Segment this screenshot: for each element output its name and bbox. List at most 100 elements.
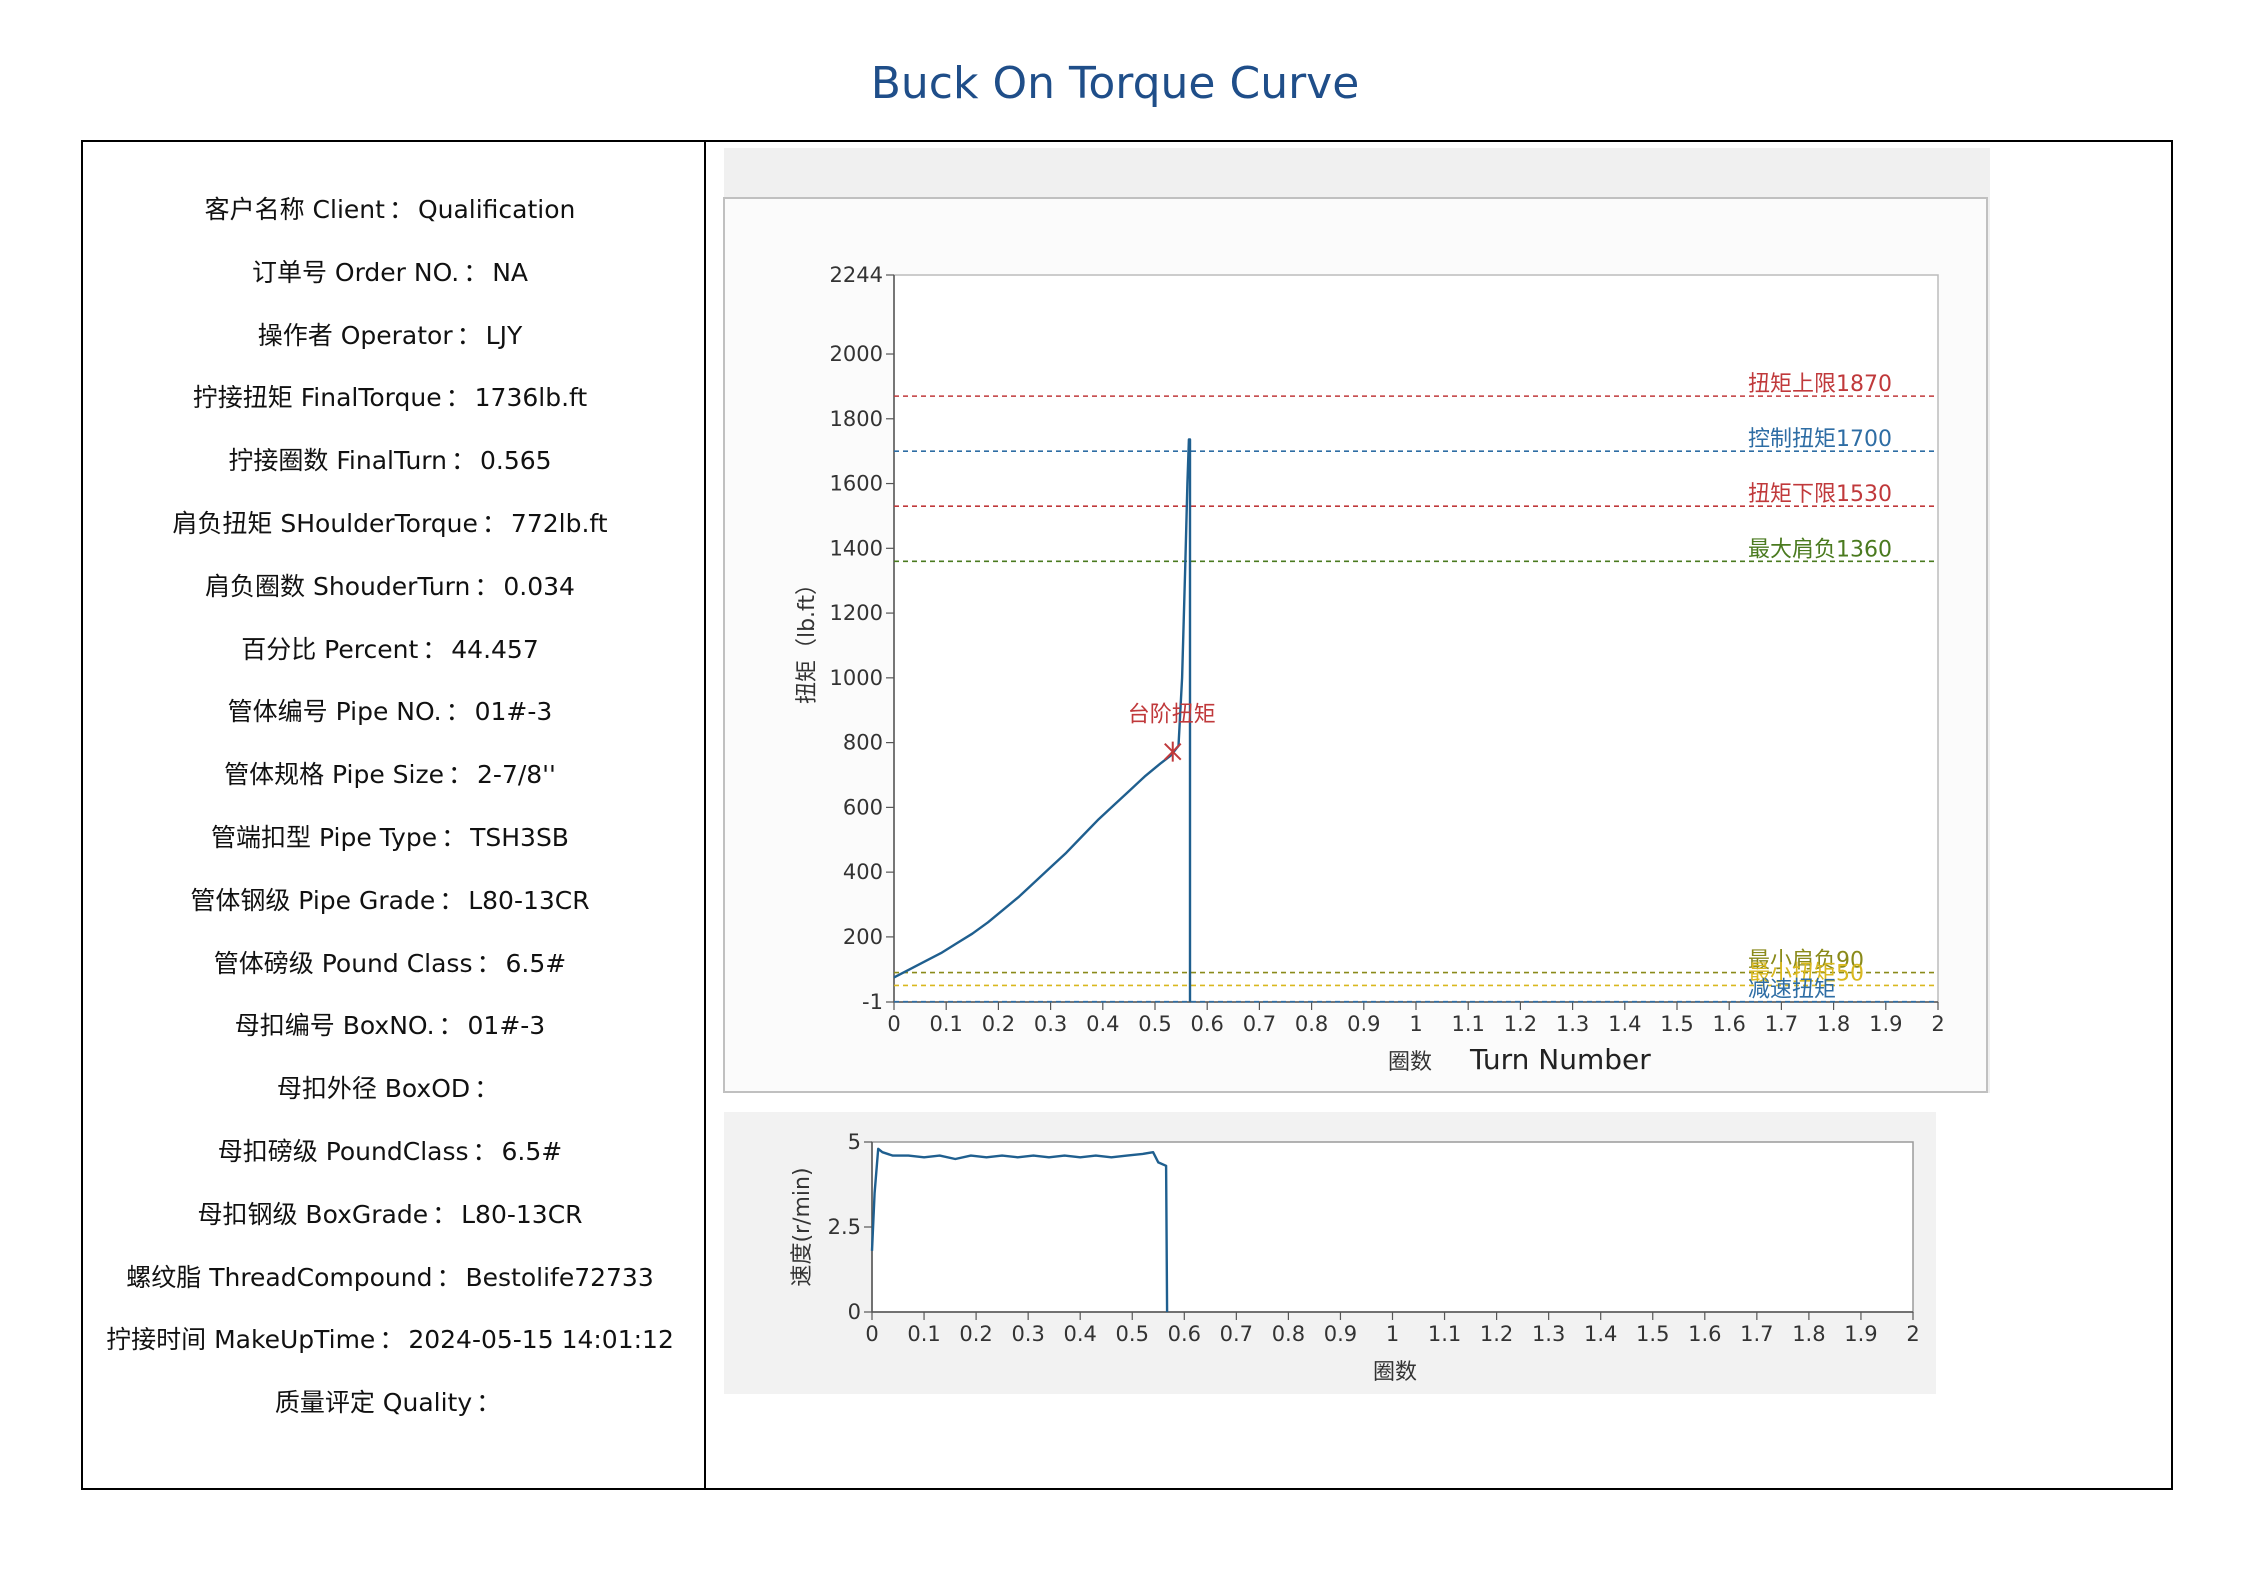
info-label: 母扣编号 BoxNO. <box>234 1011 435 1041</box>
x-tick-label: 1.7 <box>1765 1012 1798 1036</box>
x-tick-label: 0.5 <box>1116 1322 1149 1346</box>
x-tick-label: 1.7 <box>1740 1322 1773 1346</box>
x-tick-label: 0.7 <box>1243 1012 1276 1036</box>
info-label: 百分比 Percent <box>241 634 419 664</box>
x-tick-label: 0.4 <box>1063 1322 1096 1346</box>
info-separator: ： <box>388 195 414 224</box>
x-tick-label: 0.9 <box>1347 1012 1380 1036</box>
x-tick-label: 1.4 <box>1584 1322 1617 1346</box>
x-tick-label: 1.9 <box>1869 1012 1902 1036</box>
y-axis-label: 扭矩（lb.ft） <box>795 573 820 704</box>
info-value: 0.034 <box>503 571 575 601</box>
info-value: LJY <box>485 320 523 350</box>
info-row: 管体编号 Pipe NO.： 01#-3 <box>90 692 690 732</box>
info-row: 操作者 Operator： LJY <box>90 316 690 356</box>
info-row: 母扣编号 BoxNO.： 01#-3 <box>90 1006 690 1046</box>
info-value: 6.5# <box>501 1137 563 1166</box>
info-separator: ： <box>432 1199 458 1229</box>
y-tick-label: 200 <box>843 925 883 949</box>
info-separator: ： <box>445 697 471 727</box>
info-row: 肩负扭矩 SHoulderTorque： 772lb.ft <box>90 504 690 544</box>
reference-line-label: 扭矩上限1870 <box>1748 372 1892 397</box>
info-value: 6.5# <box>505 948 567 978</box>
info-separator: ： <box>438 1011 464 1041</box>
info-label: 客户名称 Client <box>204 195 385 224</box>
info-value: 01#-3 <box>474 697 553 727</box>
x-axis-label: 圈数 <box>1373 1360 1417 1385</box>
info-separator: ： <box>463 257 489 287</box>
reference-line-label: 减速扭矩 <box>1748 978 1836 1003</box>
y-tick-label: 400 <box>843 860 883 884</box>
info-row: 拧接圈数 FinalTurn： 0.565 <box>90 441 690 481</box>
info-separator: ： <box>456 320 482 350</box>
x-tick-label: 1.4 <box>1608 1012 1641 1036</box>
info-separator: ： <box>474 1074 500 1104</box>
info-label: 订单号 Order NO. <box>251 257 460 287</box>
x-tick-label: 0.8 <box>1295 1012 1328 1036</box>
reference-line-label: 最小扭矩50 <box>1748 961 1864 986</box>
x-tick-label: 0.3 <box>1034 1012 1067 1036</box>
y-tick-label: 0 <box>848 1300 861 1324</box>
info-row: 管体磅级 Pound Class： 6.5# <box>90 944 690 984</box>
info-row: 管端扣型 Pipe Type： TSH3SB <box>90 818 690 858</box>
info-row: 螺纹脂 ThreadCompound： Bestolife72733 <box>90 1258 690 1298</box>
annotation-label: 台阶扭矩 <box>1128 703 1216 728</box>
info-label: 肩负扭矩 SHoulderTorque <box>172 509 478 538</box>
info-row: 百分比 Percent： 44.457 <box>90 630 690 670</box>
info-separator: ： <box>448 760 474 790</box>
x-tick-label: 1.2 <box>1480 1322 1513 1346</box>
x-tick-label: 0 <box>865 1322 878 1346</box>
y-tick-label: 800 <box>843 731 883 755</box>
annotation-marker <box>1164 741 1182 762</box>
info-separator: ： <box>481 509 507 538</box>
plot-area <box>871 1141 1914 1313</box>
info-separator: ： <box>379 1325 405 1355</box>
info-value: 2024-05-15 14:01:12 <box>408 1325 674 1355</box>
y-tick-label: 1400 <box>830 536 883 560</box>
y-tick-label: 2.5 <box>828 1215 861 1239</box>
info-label: 肩负圈数 ShouderTurn <box>205 571 471 601</box>
x-tick-label: 1.3 <box>1532 1322 1565 1346</box>
info-value: L80-13CR <box>461 1199 583 1229</box>
info-separator: ： <box>439 885 465 915</box>
info-separator: ： <box>472 1137 498 1166</box>
info-label: 拧接圈数 FinalTurn <box>228 446 447 476</box>
info-separator: ： <box>474 571 500 601</box>
info-value: 44.457 <box>451 634 539 664</box>
y-axis-label: 速度(r/min) <box>790 1167 815 1286</box>
y-tick-label: 1800 <box>830 407 883 431</box>
info-row: 拧接时间 MakeUpTime： 2024-05-15 14:01:12 <box>90 1320 690 1360</box>
x-tick-label: 1.3 <box>1556 1012 1589 1036</box>
info-label: 管端扣型 Pipe Type <box>211 823 438 852</box>
torque-chart: -120040060080010001200140016001800200022… <box>795 263 1945 1076</box>
y-tick-label: 600 <box>843 795 883 819</box>
info-label: 管体规格 Pipe Size <box>224 760 444 790</box>
info-row: 客户名称 Client： Qualification <box>90 190 690 230</box>
info-value: 2-7/8'' <box>477 760 556 790</box>
info-label: 管体磅级 Pound Class <box>213 948 473 978</box>
series-line <box>870 1147 1169 1313</box>
x-tick-label: 1.5 <box>1636 1322 1669 1346</box>
x-tick-label: 1.2 <box>1504 1012 1537 1036</box>
info-label: 母扣磅级 PoundClass <box>217 1137 469 1166</box>
x-tick-label: 0.3 <box>1011 1322 1044 1346</box>
x-tick-label: 1.6 <box>1688 1322 1721 1346</box>
series-line <box>893 438 1192 1002</box>
info-label: 母扣钢级 BoxGrade <box>197 1199 429 1229</box>
info-separator: ： <box>476 1388 502 1418</box>
x-tick-label: 2 <box>1931 1012 1944 1036</box>
x-tick-label: 0.2 <box>982 1012 1015 1036</box>
info-label: 操作者 Operator <box>257 320 453 350</box>
frame-divider <box>704 140 706 1490</box>
info-separator: ： <box>441 823 467 852</box>
x-tick-label: 1.9 <box>1844 1322 1877 1346</box>
info-separator: ： <box>450 446 476 476</box>
info-value: 772lb.ft <box>510 509 608 538</box>
report-title: Buck On Torque Curve <box>870 58 1360 109</box>
info-label: 母扣外径 BoxOD <box>276 1074 471 1104</box>
info-row: 肩负圈数 ShouderTurn： 0.034 <box>90 567 690 607</box>
reference-line-label: 最大肩负1360 <box>1748 537 1892 562</box>
info-row: 拧接扭矩 FinalTorque： 1736lb.ft <box>90 378 690 418</box>
info-row: 母扣钢级 BoxGrade： L80-13CR <box>90 1195 690 1235</box>
info-value: TSH3SB <box>470 823 569 852</box>
